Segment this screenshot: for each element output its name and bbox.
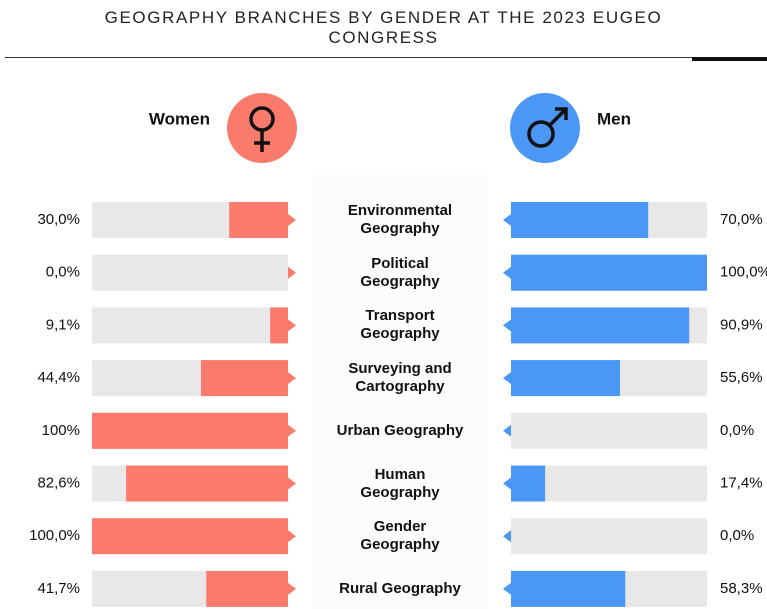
pointer	[503, 424, 511, 437]
value-label: 44,4%	[37, 369, 80, 386]
bar	[126, 465, 288, 502]
pointer	[288, 266, 296, 279]
category-label: Political Geography	[360, 254, 440, 290]
value-label: 41,7%	[37, 580, 80, 597]
series-header: Women	[149, 109, 210, 128]
bar	[206, 570, 288, 607]
title: GEOGRAPHY BRANCHES BY GENDER AT THE 2023…	[0, 8, 767, 48]
bar	[511, 254, 707, 291]
category-label: Transport Geography	[360, 307, 440, 343]
male-icon	[510, 93, 580, 163]
category-label: Human Geography	[360, 465, 440, 501]
pointer	[288, 530, 296, 543]
value-label: 90,9%	[720, 316, 763, 333]
value-label: 17,4%	[720, 474, 763, 491]
bar	[511, 360, 620, 397]
pointer	[288, 372, 296, 385]
bar	[270, 307, 288, 344]
pointer	[288, 424, 296, 437]
category-label: Rural Geography	[339, 579, 461, 597]
bar	[511, 570, 626, 607]
bar	[92, 518, 288, 555]
value-label: 0,0%	[720, 422, 754, 439]
bar	[511, 465, 546, 502]
pointer	[288, 477, 296, 490]
pointer	[503, 372, 511, 385]
value-label: 100,0%	[29, 527, 80, 544]
bar	[511, 307, 690, 344]
bar	[229, 202, 288, 238]
category-label: Urban Geography	[336, 421, 464, 439]
category-label: Surveying and Cartography	[348, 360, 452, 396]
value-label: 0,0%	[46, 264, 80, 281]
pointer	[503, 319, 511, 332]
value-label: 100%	[42, 422, 80, 439]
chart-title: GEOGRAPHY BRANCHES BY GENDER AT THE 2023…	[104, 8, 663, 47]
pointer	[503, 266, 511, 279]
pointer	[503, 582, 511, 595]
track	[92, 254, 288, 291]
value-label: 0,0%	[720, 527, 754, 544]
category-label: Gender Geography	[360, 518, 440, 554]
bar	[92, 412, 288, 449]
value-label: 55,6%	[720, 369, 763, 386]
value-label: 30,0%	[37, 211, 80, 228]
track	[511, 518, 707, 555]
category-label: Environmental Geography	[347, 202, 453, 237]
value-label: 70,0%	[720, 211, 763, 228]
series-header: Men	[597, 109, 631, 128]
value-label: 82,6%	[37, 474, 80, 491]
pointer	[288, 582, 296, 595]
track	[511, 412, 707, 449]
female-icon	[227, 93, 297, 163]
center-column	[312, 175, 488, 609]
bar	[200, 360, 288, 397]
pointer	[288, 214, 296, 226]
pointer	[503, 530, 511, 543]
value-label: 100,0%	[720, 264, 767, 281]
bar	[511, 202, 649, 238]
pointer	[288, 319, 296, 332]
track	[92, 307, 288, 344]
value-label: 58,3%	[720, 580, 763, 597]
pointer	[503, 214, 511, 226]
pointer	[503, 477, 511, 490]
value-label: 9,1%	[46, 316, 80, 333]
